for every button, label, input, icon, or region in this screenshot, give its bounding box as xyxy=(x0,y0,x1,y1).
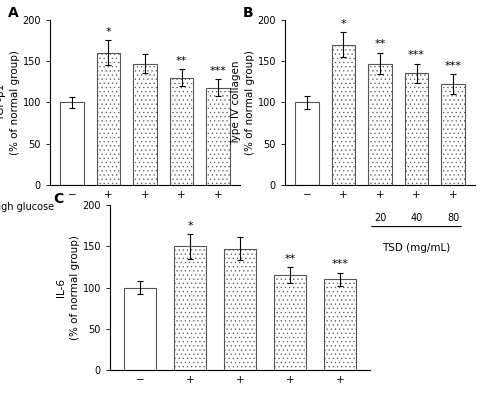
Text: *: * xyxy=(106,27,112,37)
Bar xyxy=(404,73,428,185)
Text: ***: *** xyxy=(332,259,348,269)
Text: TSD (mg/mL): TSD (mg/mL) xyxy=(382,243,450,253)
Text: 20: 20 xyxy=(139,213,151,223)
Text: **: ** xyxy=(176,56,187,66)
Bar xyxy=(174,246,206,370)
Bar xyxy=(96,53,120,185)
Text: 20: 20 xyxy=(374,213,386,223)
Text: *: * xyxy=(187,221,193,230)
Bar xyxy=(324,279,356,370)
Text: ***: *** xyxy=(444,61,462,71)
Y-axis label: TGF-β1
(% of normal group): TGF-β1 (% of normal group) xyxy=(0,50,20,155)
Text: ***: *** xyxy=(408,50,425,60)
Bar xyxy=(368,63,392,185)
Text: **: ** xyxy=(284,254,296,264)
Bar xyxy=(124,288,156,370)
Bar xyxy=(60,102,84,185)
Y-axis label: Type IV collagen
(% of normal group): Type IV collagen (% of normal group) xyxy=(232,50,254,155)
Bar xyxy=(224,249,256,370)
Text: 80: 80 xyxy=(447,213,459,223)
Y-axis label: IL-6
(% of normal group): IL-6 (% of normal group) xyxy=(56,235,80,340)
Bar xyxy=(206,87,230,185)
Text: High glucose: High glucose xyxy=(0,202,54,212)
Text: *: * xyxy=(340,19,346,29)
Bar xyxy=(274,275,306,370)
Text: 80: 80 xyxy=(212,213,224,223)
Text: TSD (mg/mL): TSD (mg/mL) xyxy=(148,243,216,253)
Bar xyxy=(170,78,194,185)
Text: 40: 40 xyxy=(410,213,422,223)
Text: ***: *** xyxy=(210,66,226,76)
Bar xyxy=(295,102,319,185)
Text: A: A xyxy=(8,6,19,20)
Text: B: B xyxy=(243,6,254,20)
Bar xyxy=(332,45,355,185)
Text: 40: 40 xyxy=(176,213,188,223)
Text: C: C xyxy=(53,191,63,206)
Bar xyxy=(441,84,465,185)
Bar xyxy=(133,63,157,185)
Text: **: ** xyxy=(374,39,386,50)
